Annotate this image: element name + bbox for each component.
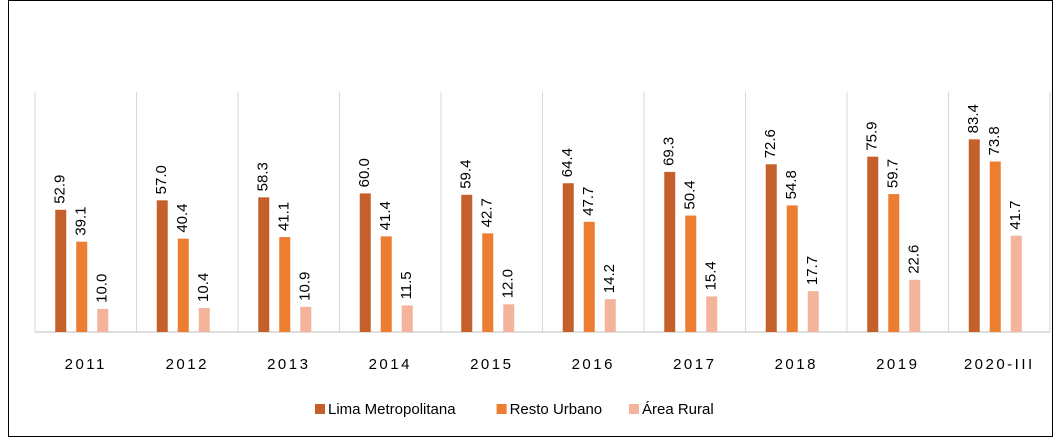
value-label: 42.7 [479,198,496,227]
value-label: 47.7 [580,187,597,216]
value-label: 72.6 [762,129,779,158]
bar [706,296,718,332]
bar [380,236,392,332]
value-label: 39.1 [73,206,90,235]
bar [888,194,900,332]
bar [604,299,616,332]
value-label: 12.0 [500,269,517,298]
bar [401,305,413,332]
value-label: 41.7 [1007,200,1024,229]
value-label: 83.4 [965,104,982,133]
bar [765,164,777,332]
bar [807,291,819,332]
legend-swatch [629,404,639,414]
bar [867,156,879,332]
bar [909,279,921,332]
bar [664,171,676,332]
bar [300,306,312,332]
chart-border [8,0,1053,437]
x-tick-label: 2015 [470,356,513,373]
bar [562,183,574,332]
bar [198,307,210,332]
bar [461,194,473,332]
value-label: 14.2 [601,264,618,293]
x-tick-label: 2013 [267,356,310,373]
bar [968,139,980,332]
x-tick-label: 2017 [673,356,716,373]
x-tick-label: 2011 [65,356,107,373]
value-label: 10.4 [195,273,212,302]
value-label: 57.0 [153,165,170,194]
value-label: 59.7 [885,159,902,188]
bar [97,308,109,332]
bar [685,215,697,332]
bar [989,161,1001,332]
bar [76,241,88,332]
value-label: 15.4 [703,261,720,290]
x-tick-label: 2019 [876,356,919,373]
value-label: 75.9 [864,121,881,150]
legend-swatch [496,404,507,414]
legend-label: Área Rural [642,401,714,418]
bar [359,193,371,332]
value-label: 58.3 [255,162,272,191]
value-label: 60.0 [356,158,373,187]
legend-swatch [315,404,325,414]
value-label: 54.8 [783,170,800,199]
bar [786,205,798,332]
bar [156,200,168,332]
bar [503,304,515,332]
value-label: 41.1 [276,202,293,231]
value-label: 52.9 [52,175,69,204]
bar [583,221,595,332]
x-tick-label: 2020-III [964,356,1035,373]
legend-label: Resto Urbano [510,401,603,418]
value-label: 69.3 [661,137,678,166]
value-label: 64.4 [559,148,576,177]
value-label: 10.9 [297,272,314,301]
x-tick-label: 2016 [572,356,615,373]
bar [482,233,494,332]
bar [55,209,67,332]
value-label: 41.4 [377,201,394,230]
legend-label: Lima Metropolitana [328,401,456,418]
x-tick-label: 2014 [369,356,412,373]
value-label: 10.0 [94,274,111,303]
bar [177,238,189,332]
x-tick-label: 2018 [775,356,818,373]
value-label: 50.4 [682,180,699,209]
value-label: 22.6 [906,245,923,274]
x-tick-label: 2012 [166,356,209,373]
value-label: 17.7 [804,256,821,285]
value-label: 40.4 [174,203,191,232]
bar [1010,235,1022,332]
value-label: 59.4 [458,160,475,189]
value-label: 11.5 [398,271,415,299]
bar [258,197,270,332]
value-label: 73.8 [986,126,1003,155]
bar [279,237,291,332]
